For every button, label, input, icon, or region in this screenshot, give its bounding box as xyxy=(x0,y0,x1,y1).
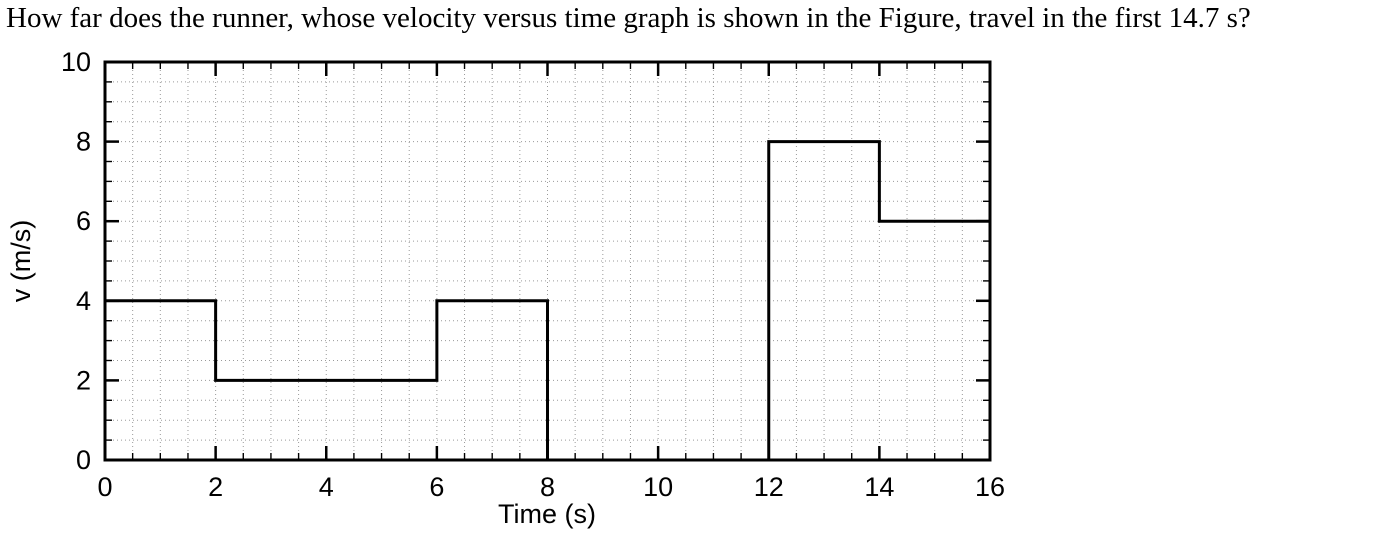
x-tick-label: 0 xyxy=(97,472,112,502)
x-tick-label: 14 xyxy=(864,472,894,502)
tick-labels-layer: 0 2 4 6 8 10 12 14 16 0 2 4 6 8 10 xyxy=(61,47,1005,502)
x-tick-label: 12 xyxy=(754,472,784,502)
x-tick-label: 4 xyxy=(319,472,334,502)
question-text: How far does the runner, whose velocity … xyxy=(6,2,1251,34)
y-tick-label: 4 xyxy=(76,286,91,316)
y-tick-label: 6 xyxy=(76,206,91,236)
y-axis-label: v (m/s) xyxy=(6,220,36,302)
x-tick-label: 8 xyxy=(540,472,555,502)
x-tick-label: 2 xyxy=(208,472,223,502)
x-tick-label: 6 xyxy=(429,472,444,502)
y-tick-label: 2 xyxy=(76,365,91,395)
velocity-time-chart: 0 2 4 6 8 10 12 14 16 0 2 4 6 8 10 Time (s) v (m/s) xyxy=(0,45,1060,550)
y-tick-label: 0 xyxy=(76,445,91,475)
velocity-step-line xyxy=(105,140,990,462)
chart-canvas: 0 2 4 6 8 10 12 14 16 0 2 4 6 8 10 Time (s) v (m/s) xyxy=(6,47,1005,529)
y-tick-label: 8 xyxy=(76,127,91,157)
x-axis-label: Time (s) xyxy=(498,499,596,529)
x-tick-label: 10 xyxy=(643,472,673,502)
x-tick-label: 16 xyxy=(975,472,1005,502)
y-tick-label: 10 xyxy=(61,47,91,77)
